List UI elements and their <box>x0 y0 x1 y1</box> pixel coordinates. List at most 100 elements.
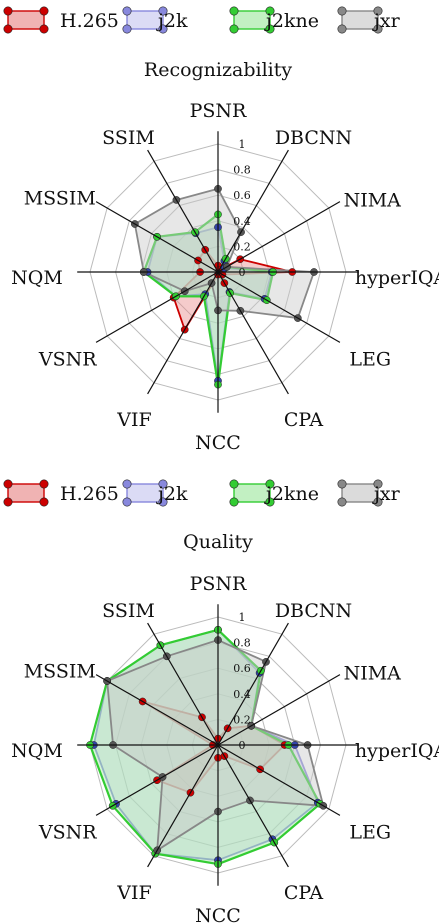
axis-line <box>147 271 219 395</box>
axis-label-mssim: MSSIM <box>24 661 96 683</box>
legend-marker <box>337 479 347 489</box>
legend-marker <box>39 497 49 507</box>
legend-swatch <box>341 483 379 503</box>
axis-label-nima: NIMA <box>344 190 402 212</box>
legend-marker <box>373 24 383 34</box>
legend-swatch <box>126 10 164 30</box>
legend-swatch <box>233 10 271 30</box>
axis-label-nqm: NQM <box>11 267 63 289</box>
legend-marker <box>265 479 275 489</box>
axis-line <box>147 744 219 868</box>
axis-line <box>217 271 289 395</box>
axis-label-psnr: PSNR <box>190 100 247 122</box>
legend-item-j2k: j2k <box>122 6 188 34</box>
axis-line <box>217 674 341 746</box>
legend-item-j2k: j2k <box>122 479 188 507</box>
axis-line <box>217 744 289 868</box>
axis-line <box>95 271 219 343</box>
tick-label: 1 <box>239 138 246 151</box>
legend-marker <box>158 479 168 489</box>
legend-marker <box>373 497 383 507</box>
axis-label-dbcnn: DBCNN <box>275 127 352 149</box>
axis-line <box>95 744 219 816</box>
legend-swatch <box>341 10 379 30</box>
legend-marker <box>158 497 168 507</box>
axis-label-cpa: CPA <box>284 409 324 431</box>
tick-labels: 0 0.2 0.4 0.6 0.8 1 <box>233 138 251 279</box>
axis-labels: PSNR DBCNN NIMA hyperIQA LEG CPA NCC VIF VSNR NQM… <box>11 573 439 924</box>
series-group <box>86 625 328 868</box>
radar-chart-1: H.265 j2k j2kne jxr Recognizability 0 0.2 0.4 0.… <box>3 6 439 454</box>
axis-line <box>217 271 341 343</box>
legend-label: jxr <box>372 10 401 32</box>
legend-marker <box>122 24 132 34</box>
axis-label-cpa: CPA <box>284 882 324 904</box>
legend-label: j2k <box>156 483 188 505</box>
legend-marker <box>3 497 13 507</box>
axis-labels: PSNR DBCNN NIMA hyperIQA LEG CPA NCC VIF VSNR NQM… <box>11 100 439 454</box>
chart-title: Quality <box>183 531 253 553</box>
legend-marker <box>229 24 239 34</box>
axis-label-ncc: NCC <box>195 432 241 454</box>
legend-marker <box>122 497 132 507</box>
series-markers-jxr <box>103 636 328 855</box>
axis-line <box>147 622 219 746</box>
legend-marker <box>265 497 275 507</box>
legend-label: H.265 <box>60 10 119 32</box>
legend-item-j2kne: j2kne <box>229 6 319 34</box>
legend-marker <box>229 6 239 16</box>
legend-marker <box>39 24 49 34</box>
legend-swatch <box>233 483 271 503</box>
axis-label-nqm: NQM <box>11 740 63 762</box>
axis-label-leg: LEG <box>349 349 391 371</box>
tick-label: 0 <box>239 739 246 752</box>
chart-title: Recognizability <box>144 59 292 81</box>
legend-marker <box>122 479 132 489</box>
axis-label-vsnr: VSNR <box>38 349 97 371</box>
axis-label-hyperiqa: hyperIQA <box>355 740 439 762</box>
legend-marker <box>229 479 239 489</box>
legend-label: j2kne <box>264 483 319 505</box>
tick-label: 0.4 <box>233 215 251 228</box>
tick-label: 0.2 <box>233 713 251 726</box>
axis-label-ssim: SSIM <box>102 127 155 149</box>
legend-label: j2k <box>156 10 188 32</box>
tick-label: 1 <box>239 611 246 624</box>
tick-label: 0.6 <box>233 189 251 202</box>
axis-line <box>217 744 341 816</box>
legend-marker <box>337 24 347 34</box>
axis-line <box>217 149 289 273</box>
tick-label: 0.8 <box>233 637 251 650</box>
axis-label-vif: VIF <box>116 882 151 904</box>
series-group <box>131 184 318 389</box>
legend-item-h265: H.265 <box>3 6 119 34</box>
legend-marker <box>337 6 347 16</box>
axis-label-vsnr: VSNR <box>38 822 97 844</box>
axis-line <box>147 149 219 273</box>
axes <box>77 604 359 886</box>
axis-label-mssim: MSSIM <box>24 188 96 210</box>
legend-marker <box>39 479 49 489</box>
axis-label-dbcnn: DBCNN <box>275 600 352 622</box>
axis-label-vif: VIF <box>116 409 151 431</box>
axis-label-hyperiqa: hyperIQA <box>355 267 439 289</box>
legend-marker <box>3 24 13 34</box>
tick-label: 0.2 <box>233 240 251 253</box>
tick-label: 0.6 <box>233 662 251 675</box>
legend-marker <box>122 6 132 16</box>
axes <box>77 131 359 413</box>
legend-marker <box>265 6 275 16</box>
legend: H.265 j2k j2kne jxr <box>3 479 401 507</box>
axis-label-leg: LEG <box>349 822 391 844</box>
tick-label: 0 <box>239 266 246 279</box>
tick-label: 0.8 <box>233 164 251 177</box>
legend-marker <box>3 479 13 489</box>
legend-label: jxr <box>372 483 401 505</box>
radar-chart-2: H.265 j2k j2kne jxrQuality00.20.40.60.81PSN… <box>3 479 439 924</box>
legend-marker <box>158 6 168 16</box>
legend: H.265 j2k j2kne jxr <box>3 6 401 34</box>
legend-item-h265: H.265 <box>3 479 119 507</box>
legend-swatch <box>7 483 45 503</box>
legend-marker <box>373 479 383 489</box>
